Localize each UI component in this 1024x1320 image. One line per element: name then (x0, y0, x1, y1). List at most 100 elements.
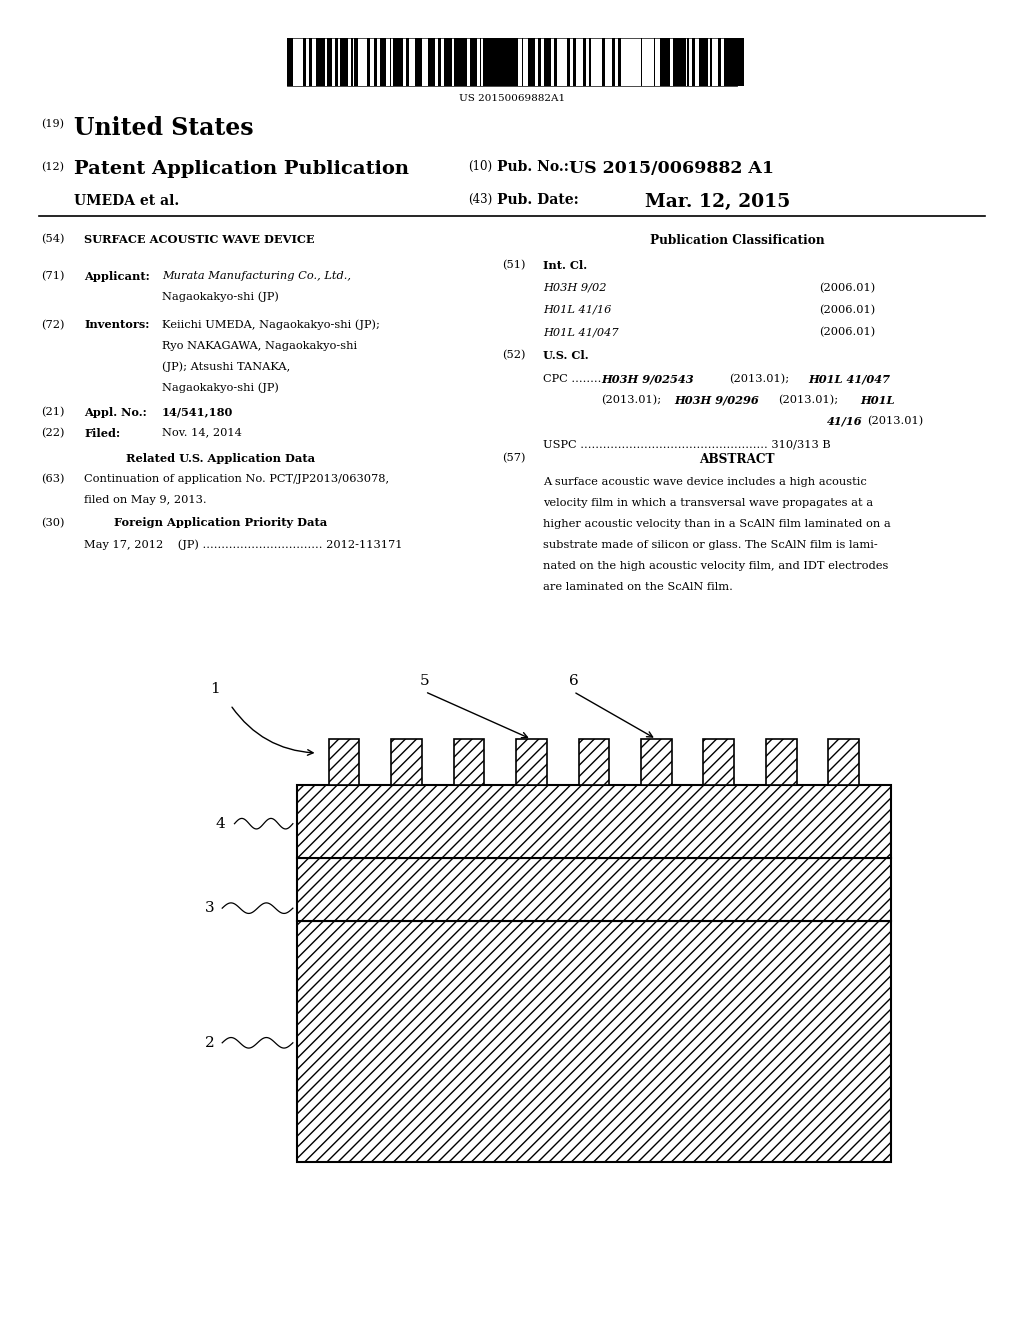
Bar (309, 38, 314, 86)
Bar (360, 38, 364, 86)
Bar (525, 38, 526, 86)
Bar (531, 38, 541, 86)
Text: Keiichi UMEDA, Nagaokakyo-shi (JP);: Keiichi UMEDA, Nagaokakyo-shi (JP); (162, 319, 380, 330)
Bar (641, 38, 642, 86)
Text: 14/541,180: 14/541,180 (162, 407, 233, 417)
Bar (493, 38, 503, 86)
Text: (71): (71) (41, 271, 65, 281)
Bar (357, 38, 368, 86)
Text: (2013.01);: (2013.01); (778, 395, 839, 405)
Bar (566, 38, 571, 86)
Text: nated on the high acoustic velocity film, and IDT electrodes: nated on the high acoustic velocity film… (543, 561, 888, 572)
Bar (724, 38, 731, 86)
Text: (10): (10) (468, 160, 493, 173)
Bar (444, 38, 450, 86)
Bar (338, 38, 340, 86)
Text: Filed:: Filed: (84, 428, 120, 438)
Bar (435, 38, 438, 86)
Bar (377, 38, 386, 86)
Bar (296, 38, 298, 86)
Bar (396, 38, 404, 86)
Bar (625, 38, 628, 86)
Text: (2006.01): (2006.01) (819, 282, 876, 293)
Text: filed on May 9, 2013.: filed on May 9, 2013. (84, 495, 207, 506)
Bar (521, 38, 523, 86)
Bar (318, 38, 329, 86)
Bar (602, 38, 611, 86)
Bar (480, 38, 481, 86)
Text: 5: 5 (420, 675, 430, 688)
Text: substrate made of silicon or glass. The ScAlN film is lami-: substrate made of silicon or glass. The … (543, 540, 878, 550)
Bar (712, 38, 720, 86)
Bar (573, 38, 578, 86)
Text: Pub. Date:: Pub. Date: (497, 193, 579, 207)
Text: Publication Classification: Publication Classification (650, 234, 824, 247)
Text: Related U.S. Application Data: Related U.S. Application Data (126, 453, 314, 463)
Bar (458, 38, 461, 86)
Bar (701, 38, 706, 86)
Text: (JP); Atsushi TANAKA,: (JP); Atsushi TANAKA, (162, 362, 290, 372)
Text: Murata Manufacturing Co., Ltd.,: Murata Manufacturing Co., Ltd., (162, 271, 351, 281)
Text: (12): (12) (41, 162, 63, 173)
Bar (390, 38, 391, 86)
Text: Patent Application Publication: Patent Application Publication (74, 160, 409, 178)
Text: (2006.01): (2006.01) (819, 305, 876, 315)
Text: 1: 1 (210, 682, 220, 696)
Bar (386, 38, 393, 86)
Bar (454, 739, 484, 785)
Bar (679, 38, 687, 86)
Bar (544, 38, 554, 86)
Bar (548, 38, 552, 86)
Text: H01L 41/047: H01L 41/047 (543, 327, 618, 338)
Bar (506, 38, 512, 86)
Text: (2006.01): (2006.01) (819, 327, 876, 338)
Bar (509, 38, 518, 86)
Text: Pub. No.:: Pub. No.: (497, 160, 568, 174)
Text: ABSTRACT: ABSTRACT (699, 453, 775, 466)
Text: UMEDA et al.: UMEDA et al. (74, 194, 179, 209)
Text: are laminated on the ScAlN film.: are laminated on the ScAlN film. (543, 582, 732, 593)
Text: United States: United States (74, 116, 253, 140)
Text: H03H 9/0296: H03H 9/0296 (674, 395, 759, 405)
Text: (30): (30) (41, 517, 65, 528)
Bar (593, 38, 597, 86)
Text: (21): (21) (41, 407, 65, 417)
Text: Foreign Application Priority Data: Foreign Application Priority Data (114, 517, 327, 528)
Bar (579, 739, 609, 785)
Bar (580, 38, 583, 86)
Bar (647, 38, 653, 86)
Bar (402, 38, 411, 86)
Bar (634, 38, 644, 86)
Bar (499, 38, 506, 86)
Bar (718, 38, 724, 86)
Text: (63): (63) (41, 474, 65, 484)
Text: SURFACE ACOUSTIC WAVE DEVICE: SURFACE ACOUSTIC WAVE DEVICE (84, 234, 314, 244)
Text: Continuation of application No. PCT/JP2013/063078,: Continuation of application No. PCT/JP20… (84, 474, 389, 484)
Bar (329, 38, 337, 86)
Bar (608, 38, 616, 86)
Text: Applicant:: Applicant: (84, 271, 150, 281)
Bar (731, 38, 737, 86)
Bar (715, 38, 718, 86)
Bar (461, 38, 465, 86)
Bar (287, 38, 737, 86)
Text: Nagaokakyo-shi (JP): Nagaokakyo-shi (JP) (162, 292, 279, 302)
Text: (51): (51) (502, 260, 525, 271)
Bar (383, 38, 388, 86)
Bar (341, 38, 351, 86)
Bar (332, 38, 338, 86)
Bar (409, 38, 416, 86)
Bar (391, 739, 422, 785)
Bar (496, 38, 506, 86)
Bar (371, 38, 374, 86)
Bar (622, 38, 625, 86)
Bar (431, 38, 439, 86)
Bar (515, 38, 523, 86)
Bar (335, 38, 341, 86)
Bar (660, 38, 668, 86)
Bar (503, 38, 510, 86)
Bar (380, 38, 385, 86)
Bar (721, 38, 729, 86)
Bar (676, 38, 686, 86)
Bar (828, 739, 859, 785)
